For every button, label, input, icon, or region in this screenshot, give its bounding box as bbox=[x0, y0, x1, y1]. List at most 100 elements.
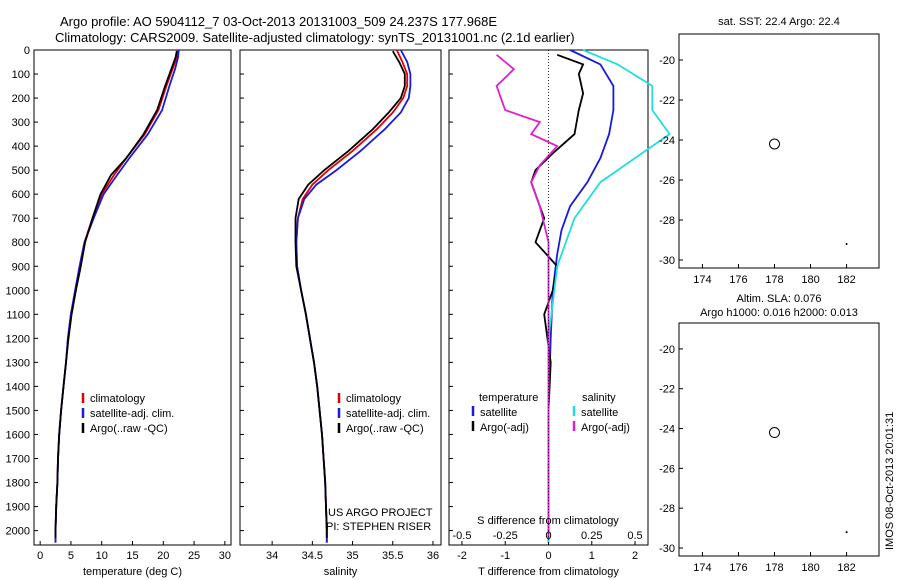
x-tick-label: 182 bbox=[837, 562, 855, 574]
x-tick-label: 35.5 bbox=[382, 550, 403, 562]
difference-series-2 bbox=[547, 49, 671, 543]
salinity-frame bbox=[239, 49, 442, 546]
legend-entry: satellite bbox=[480, 407, 517, 419]
x-tick-label: 1 bbox=[589, 550, 595, 562]
s-tick-label: 0.25 bbox=[581, 530, 602, 542]
difference-panel: -2 -1 0 1 2 T difference from climatology temp… bbox=[448, 49, 671, 578]
sla-map-panel: 174 176 178 180 182 -20 -22 -24 -26 -28 -30 Altim. … bbox=[659, 293, 880, 574]
x-tick-label: 34.5 bbox=[302, 550, 323, 562]
x-tick-label: 35 bbox=[346, 550, 358, 562]
difference-x-axis-label: T difference from climatology bbox=[478, 566, 619, 578]
y-tick-label: -26 bbox=[659, 175, 675, 187]
x-tick-label: 174 bbox=[693, 274, 711, 286]
y-tick-label: 2000 bbox=[6, 526, 30, 538]
x-tick-label: 25 bbox=[188, 550, 200, 562]
x-tick-label: 0 bbox=[545, 550, 551, 562]
x-tick-label: 20 bbox=[157, 550, 169, 562]
y-tick-label: 500 bbox=[12, 165, 30, 177]
y-tick-label: 800 bbox=[12, 237, 30, 249]
y-tick-label: -26 bbox=[659, 463, 675, 475]
y-tick-label: -30 bbox=[659, 543, 675, 555]
sla-map-title: Altim. SLA: 0.076 bbox=[737, 293, 822, 305]
temperature-panel: 0100200300400500600700800900100011001200… bbox=[6, 45, 232, 578]
x-tick-label: 0 bbox=[37, 550, 43, 562]
y-tick-label: 1100 bbox=[6, 309, 30, 321]
salinity-series-2 bbox=[294, 50, 406, 538]
x-tick-label: 182 bbox=[837, 274, 855, 286]
y-tick-label: 1000 bbox=[6, 285, 30, 297]
sla-map-subtitle: Argo h1000: 0.016 h2000: 0.013 bbox=[700, 307, 858, 319]
difference-series-0 bbox=[547, 49, 615, 543]
sst-map-title: sat. SST: 22.4 Argo: 22.4 bbox=[718, 16, 840, 28]
s-tick-label: 0.5 bbox=[627, 530, 642, 542]
legend-entry: Argo(-adj) bbox=[581, 422, 630, 434]
s-tick-label: 0 bbox=[545, 530, 551, 542]
y-tick-label: -28 bbox=[659, 503, 675, 515]
y-tick-label: 1500 bbox=[6, 405, 30, 417]
y-tick-label: 1900 bbox=[6, 502, 30, 514]
y-tick-label: 1300 bbox=[6, 357, 30, 369]
x-tick-label: 2 bbox=[632, 550, 638, 562]
salinity-panel: 34 34.5 35 35.5 36 salinity climatology satelli… bbox=[239, 49, 442, 578]
s-diff-axis-label: S difference from climatology bbox=[477, 515, 619, 527]
legend-entry: Argo(..raw -QC) bbox=[346, 423, 424, 435]
x-tick-label: 180 bbox=[801, 274, 819, 286]
y-tick-label: -22 bbox=[659, 384, 675, 396]
island-dot bbox=[845, 243, 848, 245]
x-tick-label: 176 bbox=[729, 274, 747, 286]
temperature-x-axis-label: temperature (deg C) bbox=[83, 566, 182, 578]
argo-position-marker bbox=[768, 427, 780, 439]
legend-header: salinity bbox=[582, 392, 616, 404]
pi-label: PI: STEPHEN RISER bbox=[326, 521, 431, 533]
y-tick-label: -30 bbox=[659, 255, 675, 267]
y-tick-label: -22 bbox=[659, 95, 675, 107]
x-tick-label: 15 bbox=[126, 550, 138, 562]
map-background bbox=[679, 34, 879, 268]
title-line-2: Climatology: CARS2009. Satellite-adjuste… bbox=[55, 30, 575, 45]
x-tick-label: 34 bbox=[266, 550, 278, 562]
x-tick-label: 30 bbox=[219, 550, 231, 562]
y-tick-label: -24 bbox=[659, 424, 675, 436]
legend-entry: Argo(..raw -QC) bbox=[90, 423, 168, 435]
y-tick-label: 600 bbox=[12, 189, 30, 201]
y-tick-label: 1200 bbox=[6, 333, 30, 345]
x-tick-label: 5 bbox=[68, 550, 74, 562]
y-tick-label: 200 bbox=[12, 93, 30, 105]
y-tick-label: 0 bbox=[24, 45, 30, 57]
legend-entry: satellite-adj. clim. bbox=[90, 408, 174, 420]
s-tick-label: -0.25 bbox=[493, 530, 518, 542]
y-tick-label: -28 bbox=[659, 215, 675, 227]
legend-header: temperature bbox=[479, 392, 538, 404]
y-tick-label: -24 bbox=[659, 135, 675, 147]
map-frame bbox=[678, 33, 880, 269]
x-tick-label: 178 bbox=[765, 274, 783, 286]
x-tick-label: 178 bbox=[765, 562, 783, 574]
map-background bbox=[679, 323, 879, 556]
x-tick-label: 176 bbox=[729, 562, 747, 574]
project-label: US ARGO PROJECT bbox=[328, 507, 433, 519]
y-tick-label: 400 bbox=[12, 141, 30, 153]
x-tick-label: -2 bbox=[457, 550, 467, 562]
y-tick-label: -20 bbox=[659, 55, 675, 67]
island-dot bbox=[845, 531, 848, 534]
salinity-x-axis-label: salinity bbox=[324, 566, 358, 578]
temperature-series-2 bbox=[54, 51, 178, 538]
timestamp-stamp: IMOS 08-Oct-2013 20:01:31 bbox=[884, 412, 896, 550]
temperature-frame bbox=[33, 49, 232, 546]
legend-entry: Argo(-adj) bbox=[480, 422, 529, 434]
y-tick-label: 1600 bbox=[6, 429, 30, 441]
x-tick-label: -1 bbox=[500, 550, 510, 562]
s-tick-label: -0.5 bbox=[452, 530, 471, 542]
x-tick-label: 174 bbox=[693, 562, 711, 574]
legend-entry: climatology bbox=[346, 393, 402, 405]
y-tick-label: 1700 bbox=[6, 453, 30, 465]
map-frame bbox=[678, 322, 880, 557]
y-tick-label: 900 bbox=[12, 261, 30, 273]
legend-entry: climatology bbox=[90, 393, 146, 405]
x-tick-label: 36 bbox=[427, 550, 439, 562]
x-tick-label: 180 bbox=[801, 562, 819, 574]
x-tick-label: 10 bbox=[96, 550, 108, 562]
legend-entry: satellite-adj. clim. bbox=[346, 408, 430, 420]
title-line-1: Argo profile: AO 5904112_7 03-Oct-2013 2… bbox=[60, 14, 497, 29]
